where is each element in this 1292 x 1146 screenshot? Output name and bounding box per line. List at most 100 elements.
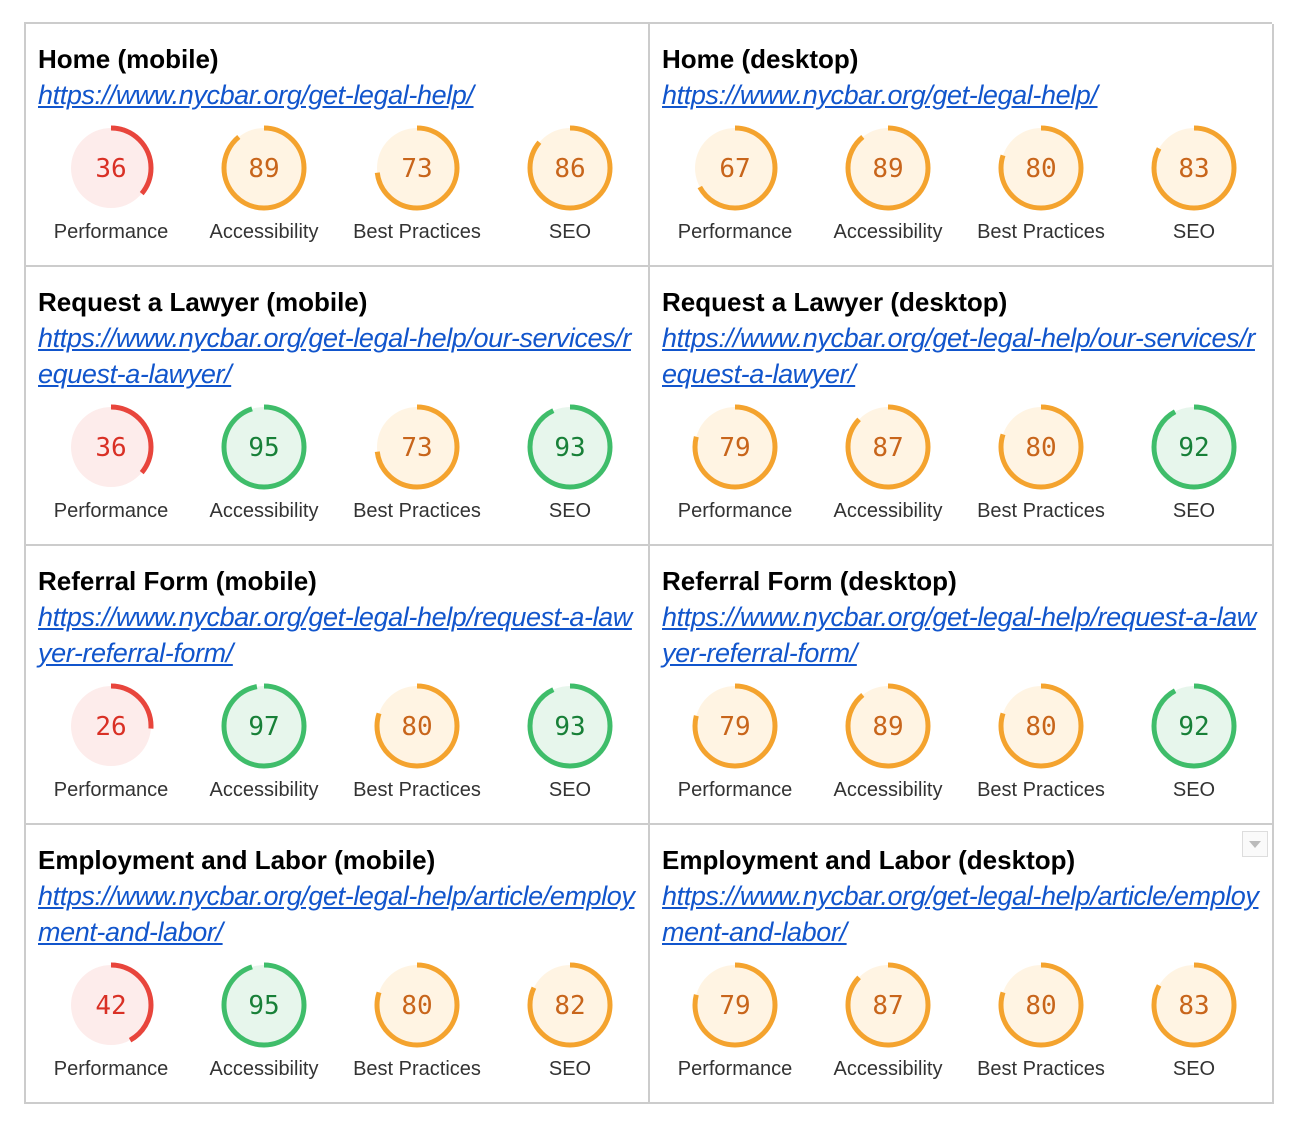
gauge-arc bbox=[68, 962, 154, 1048]
score-label: Performance bbox=[678, 1058, 793, 1080]
score-label: Best Practices bbox=[977, 779, 1105, 801]
score-label: SEO bbox=[549, 1058, 591, 1080]
gauge-bg bbox=[695, 686, 775, 766]
url-link[interactable]: https://www.nycbar.org/get-legal-help/re… bbox=[662, 602, 1256, 668]
score-label: Accessibility bbox=[210, 500, 319, 522]
score-value: 26 bbox=[95, 712, 126, 742]
url-link[interactable]: https://www.nycbar.org/get-legal-help/re… bbox=[38, 602, 632, 668]
score-label: SEO bbox=[1173, 500, 1215, 522]
gauge-arc bbox=[998, 125, 1084, 211]
gauge-bg bbox=[377, 407, 457, 487]
gauge-arc bbox=[1151, 404, 1237, 490]
score-value: 42 bbox=[95, 991, 126, 1021]
gauge-arc bbox=[374, 125, 460, 211]
score-label: SEO bbox=[549, 779, 591, 801]
score-value: 36 bbox=[95, 154, 126, 184]
score-label: SEO bbox=[549, 500, 591, 522]
score-value: 92 bbox=[1178, 712, 1209, 742]
cell: Referral Form (mobile) https://www.nycbar… bbox=[26, 546, 650, 825]
url-link[interactable]: https://www.nycbar.org/get-legal-help/ou… bbox=[662, 323, 1255, 389]
score-label: Accessibility bbox=[834, 221, 943, 243]
score-value: 89 bbox=[872, 712, 903, 742]
arrow bbox=[1249, 841, 1261, 848]
score-value: 93 bbox=[554, 433, 585, 463]
gauges: 36 Performance 89 Accessibility 73 Best Pract… bbox=[54, 125, 613, 243]
score-value: 73 bbox=[401, 154, 432, 184]
score-value: 73 bbox=[401, 433, 432, 463]
gauge-bg bbox=[695, 128, 775, 208]
dropdown-icon[interactable] bbox=[1242, 831, 1268, 857]
gauge-bg bbox=[530, 686, 610, 766]
gauge-arc bbox=[845, 962, 931, 1048]
url-link[interactable]: https://www.nycbar.org/get-legal-help/ bbox=[662, 80, 1098, 110]
score-label: Performance bbox=[678, 500, 793, 522]
gauge-bg bbox=[530, 965, 610, 1045]
score-label: SEO bbox=[1173, 779, 1215, 801]
gauge-bg bbox=[71, 965, 151, 1045]
score-label: Performance bbox=[54, 779, 169, 801]
gauge-arc bbox=[998, 404, 1084, 490]
score-value: 89 bbox=[248, 154, 279, 184]
score-value: 67 bbox=[719, 154, 750, 184]
gauges: 26 Performance 97 Accessibility 80 Best Pract… bbox=[54, 683, 613, 801]
cell: Home (mobile) https://www.nycbar.org/get-… bbox=[26, 24, 650, 267]
score-value: 83 bbox=[1178, 154, 1209, 184]
cell: Request a Lawyer (desktop) https://www.ny… bbox=[650, 267, 1274, 546]
gauge-bg bbox=[377, 686, 457, 766]
gauge-arc bbox=[221, 125, 307, 211]
score-label: Best Practices bbox=[353, 779, 481, 801]
gauge-arc bbox=[692, 683, 778, 769]
gauge-arc bbox=[68, 404, 154, 490]
score-label: Accessibility bbox=[834, 1058, 943, 1080]
gauge-arc bbox=[527, 404, 613, 490]
url-link[interactable]: https://www.nycbar.org/get-legal-help/ar… bbox=[662, 881, 1259, 947]
gauge-bg bbox=[71, 407, 151, 487]
gauge-arc bbox=[68, 683, 154, 769]
gauge-arc bbox=[374, 404, 460, 490]
gauge-arc bbox=[374, 962, 460, 1048]
score-value: 95 bbox=[248, 433, 279, 463]
gauge-arc bbox=[527, 962, 613, 1048]
url-link[interactable]: https://www.nycbar.org/get-legal-help/ou… bbox=[38, 323, 631, 389]
gauge-arc bbox=[998, 683, 1084, 769]
score-table: Home (mobile) https://www.nycbar.org/get-… bbox=[24, 22, 1274, 1104]
gauge-bg bbox=[1001, 407, 1081, 487]
cell: Referral Form (desktop) https://www.nycba… bbox=[650, 546, 1274, 825]
gauge-arc bbox=[221, 404, 307, 490]
cell-title: Home (desktop) bbox=[662, 44, 859, 74]
score-value: 83 bbox=[1178, 991, 1209, 1021]
score-label: Performance bbox=[54, 1058, 169, 1080]
score-label: Best Practices bbox=[977, 221, 1105, 243]
gauge-bg bbox=[71, 128, 151, 208]
url-link[interactable]: https://www.nycbar.org/get-legal-help/ar… bbox=[38, 881, 635, 947]
score-label: Accessibility bbox=[210, 1058, 319, 1080]
gauges: 79 Performance 87 Accessibility 80 Best Pract… bbox=[678, 962, 1237, 1080]
score-value: 97 bbox=[248, 712, 279, 742]
cell-title: Referral Form (mobile) bbox=[38, 566, 317, 596]
gauge-arc bbox=[374, 683, 460, 769]
gauge-arc bbox=[692, 962, 778, 1048]
gauge-bg bbox=[1154, 407, 1234, 487]
score-value: 89 bbox=[872, 154, 903, 184]
score-label: Accessibility bbox=[834, 779, 943, 801]
score-label: Best Practices bbox=[977, 500, 1105, 522]
score-label: Accessibility bbox=[210, 221, 319, 243]
url-link[interactable]: https://www.nycbar.org/get-legal-help/ bbox=[38, 80, 474, 110]
score-value: 79 bbox=[719, 991, 750, 1021]
score-value: 79 bbox=[719, 433, 750, 463]
gauges: 79 Performance 89 Accessibility 80 Best Pract… bbox=[678, 683, 1237, 801]
cell-title: Employment and Labor (mobile) bbox=[38, 845, 436, 875]
gauges: 42 Performance 95 Accessibility 80 Best Pract… bbox=[54, 962, 613, 1080]
gauge-bg bbox=[1154, 686, 1234, 766]
gauge-bg bbox=[1001, 128, 1081, 208]
cell-title: Employment and Labor (desktop) bbox=[662, 845, 1076, 875]
score-value: 87 bbox=[872, 433, 903, 463]
gauge-bg bbox=[377, 128, 457, 208]
gauge-bg bbox=[530, 128, 610, 208]
gauge-arc bbox=[527, 683, 613, 769]
gauge-bg bbox=[1154, 128, 1234, 208]
gauge-bg bbox=[1154, 965, 1234, 1045]
gauge-bg bbox=[1001, 686, 1081, 766]
gauge-bg bbox=[848, 407, 928, 487]
